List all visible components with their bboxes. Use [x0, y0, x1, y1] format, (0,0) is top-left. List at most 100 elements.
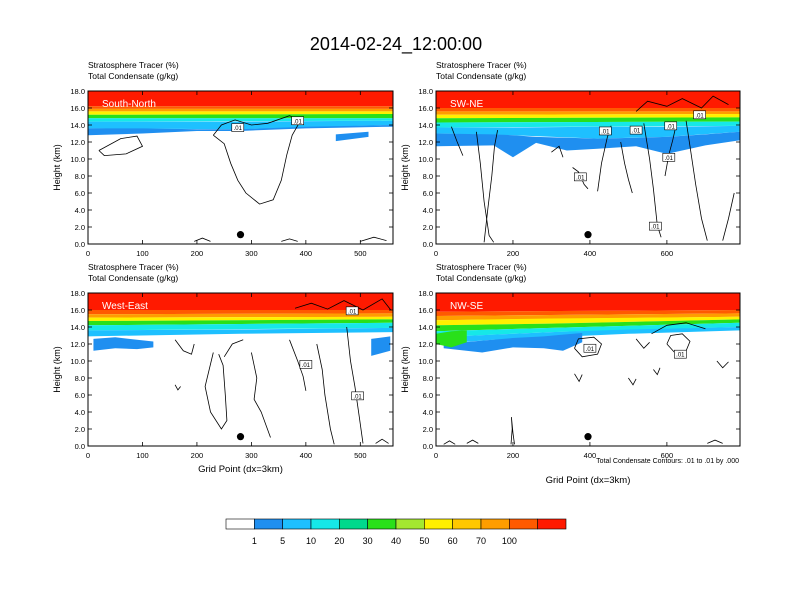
contour-footnote: Total Condensate Contours: .01 to .01 by… — [596, 458, 739, 465]
y-tick-label: 8.0 — [423, 374, 433, 383]
contour-label: .01 — [665, 156, 674, 162]
colorbar-label: 60 — [448, 536, 458, 546]
tracer-band-5 — [88, 322, 393, 331]
y-tick-label: 10.0 — [70, 155, 85, 164]
condensate-contour-6 — [620, 141, 633, 194]
condensate-contour-9 — [375, 438, 389, 444]
condensate-contour-1 — [212, 115, 301, 205]
tracer-band-4 — [436, 319, 740, 332]
colorbar-label: 20 — [334, 536, 344, 546]
y-tick-label: 8.0 — [75, 172, 85, 181]
condensate-contour-3 — [574, 373, 583, 383]
x-tick-label: 200 — [191, 451, 204, 460]
tracer-patch-0 — [335, 131, 369, 142]
condensate-contour-3 — [551, 145, 564, 158]
y-axis-label: Height (km) — [400, 346, 410, 393]
colorbar-swatch — [310, 518, 340, 530]
tracer-band-0 — [88, 91, 393, 107]
panel-p1: .01 .01 South-North 0.0 2.0 4.0 6.0 8.0 10.0 12.0… — [52, 60, 394, 258]
panel-header-line: Total Condensate (g/kg) — [436, 71, 526, 81]
colorbar-label: 5 — [280, 536, 285, 546]
x-tick-label: 400 — [584, 249, 597, 258]
condensate-contour-6 — [346, 326, 364, 444]
colorbar-label: 70 — [476, 536, 486, 546]
y-axis-label: Height (km) — [400, 144, 410, 191]
y-tick-label: 6.0 — [75, 189, 85, 198]
condensate-contour-2 — [204, 352, 228, 430]
condensate-contour-3 — [281, 238, 298, 242]
tracer-field — [88, 91, 393, 142]
y-tick-label: 2.0 — [75, 425, 85, 434]
tracer-band-0 — [88, 293, 393, 310]
condensate-contour-9 — [685, 120, 708, 241]
condensate-contour-3 — [251, 352, 271, 438]
y-tick-label: 8.0 — [75, 374, 85, 383]
contour-lines: .01 .01 .01 .01 .01 .01 .01 — [451, 95, 735, 243]
panel-label: NW-SE — [450, 301, 483, 312]
colorbar-swatch — [395, 518, 425, 530]
tracer-band-3 — [436, 113, 740, 119]
y-tick-label: 14.0 — [70, 323, 85, 332]
contour-label-box — [599, 126, 612, 136]
y-tick-label: 2.0 — [423, 223, 433, 232]
y-tick-label: 0.0 — [75, 442, 85, 451]
condensate-contour-0 — [174, 339, 195, 355]
condensate-contour-0 — [574, 336, 602, 358]
panel-label: West-East — [102, 301, 148, 312]
x-axis-label: Grid Point (dx=3km) — [546, 475, 631, 486]
contour-label: .01 — [667, 124, 676, 130]
x-tick-label: 200 — [507, 451, 520, 460]
x-tick-label: 0 — [434, 249, 438, 258]
tracer-field — [436, 293, 740, 353]
condensate-contour-4 — [628, 377, 637, 386]
colorbar-swatch — [424, 518, 453, 530]
contour-label-box — [574, 172, 587, 182]
y-tick-label: 2.0 — [75, 223, 85, 232]
colorbar-label: 50 — [419, 536, 429, 546]
tracer-band-2 — [436, 313, 740, 321]
y-tick-label: 2.0 — [423, 425, 433, 434]
y-tick-label: 10.0 — [70, 357, 85, 366]
y-tick-label: 14.0 — [70, 121, 85, 130]
y-tick-label: 4.0 — [75, 206, 85, 215]
x-tick-label: 400 — [300, 249, 313, 258]
colorbar-swatch — [225, 518, 255, 530]
tracer-band-0 — [436, 293, 740, 312]
condensate-contour-5 — [316, 343, 335, 445]
tracer-patch-0 — [436, 330, 467, 348]
y-tick-label: 10.0 — [418, 155, 433, 164]
contour-label: .01 — [601, 129, 610, 135]
panel-header-line: Stratosphere Tracer (%) — [88, 60, 179, 70]
x-tick-label: 600 — [661, 249, 674, 258]
tracer-band-6 — [436, 327, 740, 344]
panel-header-line: Total Condensate (g/kg) — [88, 71, 178, 81]
x-tick-label: 500 — [354, 451, 367, 460]
y-tick-label: 18.0 — [418, 289, 433, 298]
contour-label: .01 — [234, 126, 243, 132]
tracer-band-3 — [88, 316, 393, 322]
tracer-band-5 — [436, 322, 740, 338]
condensate-contour-11 — [651, 322, 706, 335]
colorbar-swatch — [367, 518, 397, 530]
condensate-contour-7 — [510, 417, 515, 445]
y-tick-label: 0.0 — [75, 240, 85, 249]
contour-label: .01 — [576, 175, 585, 181]
x-tick-label: 200 — [191, 249, 204, 258]
condensate-contour-5 — [653, 367, 661, 376]
contour-label: .01 — [632, 129, 641, 135]
x-tick-label: 100 — [136, 451, 149, 460]
colorbar-swatch — [282, 518, 312, 530]
panel-label: SW-NE — [450, 99, 483, 110]
colorbar-swatch — [509, 518, 538, 530]
tracer-band-2 — [436, 111, 740, 115]
condensate-contour-8 — [664, 123, 677, 177]
plot-frame — [435, 292, 741, 447]
y-tick-label: 18.0 — [70, 87, 85, 96]
contour-label: .01 — [353, 394, 362, 400]
condensate-contour-2 — [635, 338, 650, 349]
panel-header-line: Total Condensate (g/kg) — [88, 273, 178, 283]
tracer-field — [436, 91, 740, 158]
panel-header-line: Stratosphere Tracer (%) — [436, 60, 527, 70]
panel-label: South-North — [102, 99, 156, 110]
y-tick-label: 4.0 — [75, 408, 85, 417]
